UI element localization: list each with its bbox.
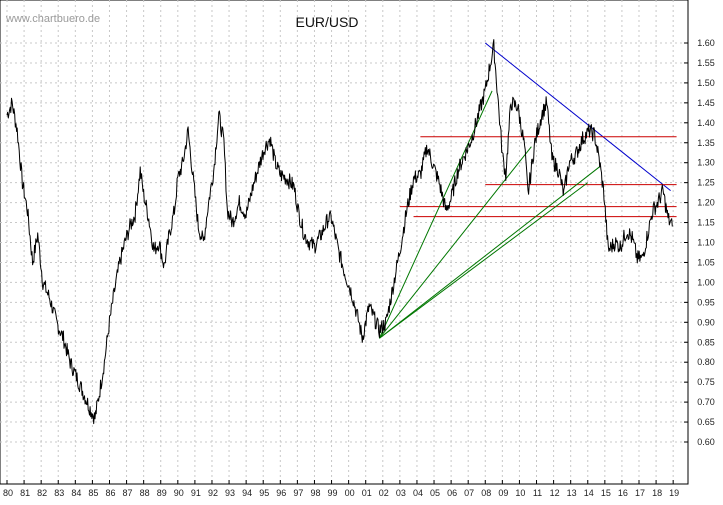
x-tick-label: 91 xyxy=(191,488,201,498)
grid-lines xyxy=(0,0,688,484)
x-axis-ticks: 80 81 82 83 84 85 86 87 88 89 90 91 92 93 94 95 96 97 98 99… xyxy=(3,480,679,498)
x-tick-label: 97 xyxy=(293,488,303,498)
x-tick-label: 08 xyxy=(481,488,491,498)
x-tick-label: 19 xyxy=(669,488,679,498)
y-tick-label: 1.35 xyxy=(697,138,715,148)
y-tick-label: 1.55 xyxy=(697,58,715,68)
x-tick-label: 00 xyxy=(345,488,355,498)
x-tick-label: 11 xyxy=(533,488,542,498)
x-tick-label: 06 xyxy=(447,488,457,498)
y-tick-label: 0.80 xyxy=(697,357,715,367)
x-tick-label: 88 xyxy=(140,488,150,498)
y-tick-label: 1.45 xyxy=(697,98,715,108)
downtrend-line xyxy=(484,42,671,192)
x-tick-label: 82 xyxy=(37,488,47,498)
x-tick-label: 02 xyxy=(379,488,389,498)
y-tick-label: 1.15 xyxy=(697,218,715,228)
x-tick-label: 89 xyxy=(157,488,167,498)
x-tick-label: 93 xyxy=(225,488,235,498)
x-tick-label: 15 xyxy=(601,488,611,498)
x-tick-label: 01 xyxy=(362,488,372,498)
x-tick-label: 81 xyxy=(20,488,30,498)
x-tick-label: 04 xyxy=(413,488,423,498)
y-tick-label: 1.10 xyxy=(697,238,715,248)
x-tick-label: 03 xyxy=(396,488,406,498)
y-tick-label: 0.70 xyxy=(697,397,715,407)
x-tick-label: 99 xyxy=(328,488,338,498)
y-tick-label: 1.20 xyxy=(697,198,715,208)
y-tick-label: 0.95 xyxy=(697,297,715,307)
chart-title: EUR/USD xyxy=(295,14,358,30)
x-tick-label: 92 xyxy=(208,488,218,498)
x-tick-label: 14 xyxy=(584,488,594,498)
plot-area xyxy=(0,0,689,485)
x-tick-label: 16 xyxy=(618,488,628,498)
y-tick-label: 1.60 xyxy=(697,38,715,48)
x-tick-label: 05 xyxy=(430,488,440,498)
price-series xyxy=(6,39,673,425)
fan-line xyxy=(379,182,589,339)
y-tick-label: 1.40 xyxy=(697,118,715,128)
y-tick-label: 1.00 xyxy=(697,277,715,287)
series-line-eur-usd xyxy=(6,39,673,425)
x-tick-label: 86 xyxy=(105,488,115,498)
x-tick-label: 83 xyxy=(54,488,64,498)
x-tick-label: 95 xyxy=(259,488,269,498)
y-tick-label: 0.75 xyxy=(697,377,715,387)
x-tick-label: 07 xyxy=(464,488,474,498)
x-tick-label: 85 xyxy=(88,488,98,498)
x-tick-label: 09 xyxy=(498,488,508,498)
y-tick-label: 0.60 xyxy=(697,437,715,447)
y-tick-label: 0.90 xyxy=(697,317,715,327)
x-tick-label: 84 xyxy=(71,488,81,498)
fan-line xyxy=(378,90,493,339)
x-tick-label: 10 xyxy=(515,488,525,498)
y-tick-label: 1.05 xyxy=(697,257,715,267)
x-tick-label: 80 xyxy=(3,488,13,498)
watermark: www.chartbuero.de xyxy=(5,13,100,25)
y-tick-label: 1.30 xyxy=(697,158,715,168)
x-tick-label: 96 xyxy=(276,488,286,498)
x-tick-label: 17 xyxy=(635,488,645,498)
y-tick-label: 1.50 xyxy=(697,78,715,88)
x-tick-label: 13 xyxy=(567,488,577,498)
y-axis-ticks: 0.60 0.65 0.70 0.75 0.80 0.85 0.90 0.95 1.00 1.05… xyxy=(684,38,715,447)
x-tick-label: 12 xyxy=(550,488,560,498)
x-tick-label: 18 xyxy=(652,488,662,498)
x-tick-label: 90 xyxy=(174,488,184,498)
x-tick-label: 98 xyxy=(310,488,320,498)
y-tick-label: 0.85 xyxy=(697,337,715,347)
x-tick-label: 87 xyxy=(123,488,133,498)
y-tick-label: 1.25 xyxy=(697,178,715,188)
x-tick-label: 94 xyxy=(242,488,252,498)
y-tick-label: 0.65 xyxy=(697,417,715,427)
